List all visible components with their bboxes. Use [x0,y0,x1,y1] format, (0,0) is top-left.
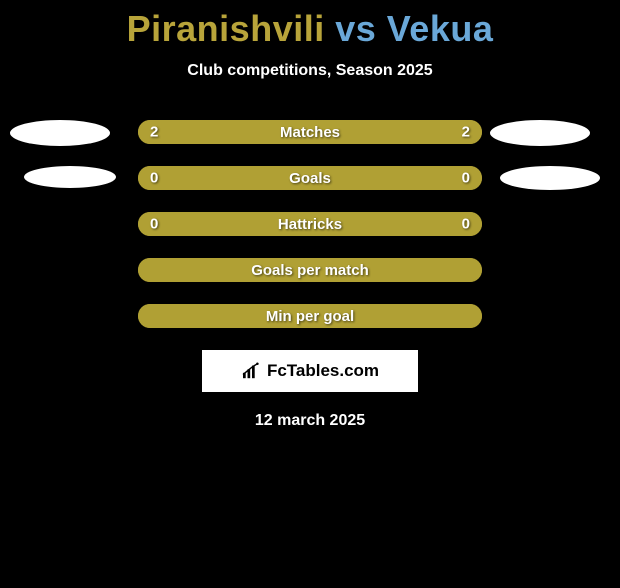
title-vs: vs [325,8,387,49]
ellipse-right-top [490,120,590,146]
stat-label: Min per goal [266,308,354,325]
title-left: Piranishvili [127,8,325,49]
stat-label: Goals [289,170,331,187]
stat-left-value: 0 [150,170,158,187]
stat-label: Goals per match [251,262,369,279]
stat-row: Min per goal [138,304,482,328]
stat-row: 0 0 Goals [138,166,482,190]
footer-date: 12 march 2025 [0,412,620,430]
logo-chart-icon [241,362,263,380]
stat-row: Goals per match [138,258,482,282]
stat-label: Hattricks [278,216,342,233]
ellipse-left-mid [24,166,116,188]
stats-area: 2 2 Matches 0 0 Goals 0 0 Hattricks Goals per mat… [0,120,620,328]
page-title: Piranishvili vs Vekua [0,8,620,50]
bar-fill-left [138,166,310,190]
subtitle: Club competitions, Season 2025 [0,62,620,80]
stat-right-value: 0 [462,170,470,187]
stat-left-value: 0 [150,216,158,233]
stat-right-value: 2 [462,124,470,141]
ellipse-left-top [10,120,110,146]
title-right: Vekua [387,8,494,49]
stat-right-value: 0 [462,216,470,233]
stat-label: Matches [280,124,340,141]
stat-left-value: 2 [150,124,158,141]
logo-text: FcTables.com [267,361,379,381]
stat-row: 0 0 Hattricks [138,212,482,236]
bar-fill-right [310,166,482,190]
logo-box[interactable]: FcTables.com [202,350,418,392]
ellipse-right-mid [500,166,600,190]
stat-row: 2 2 Matches [138,120,482,144]
